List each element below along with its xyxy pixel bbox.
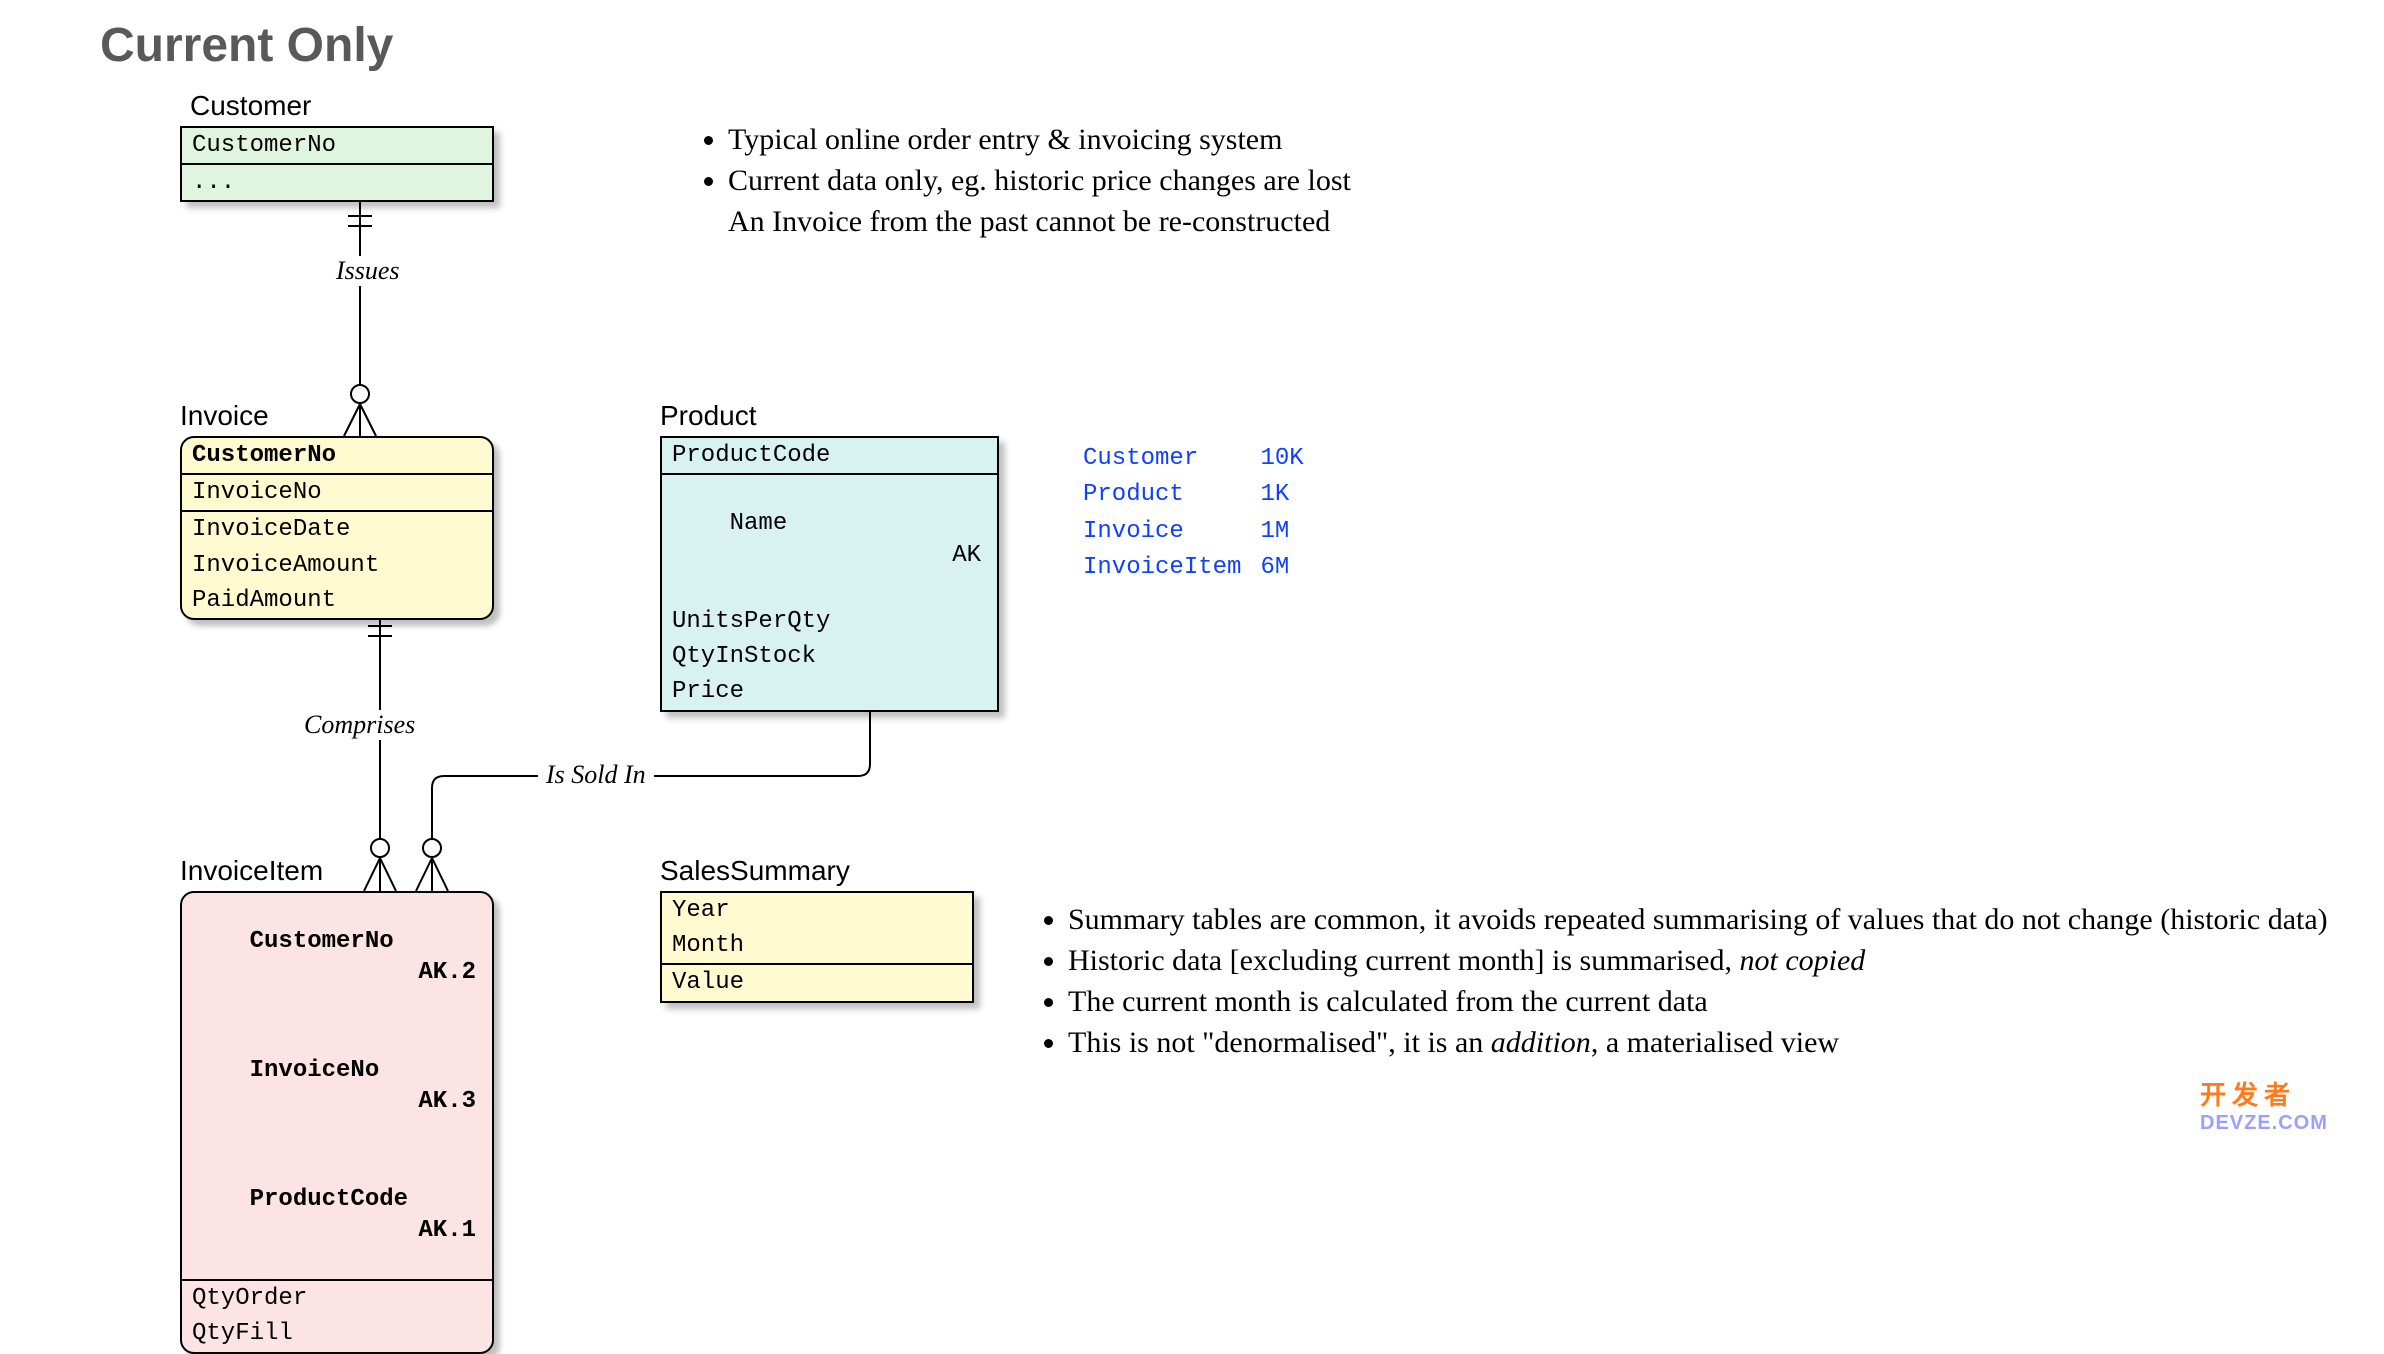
stats-row-2-name: Invoice <box>1082 515 1257 549</box>
stats-table: Customer 10K Product 1K Invoice 1M Invoi… <box>1080 440 1307 588</box>
bullets-top-0: Typical online order entry & invoicing s… <box>728 120 1778 159</box>
bullets-bottom-2: The current month is calculated from the… <box>1068 982 2384 1021</box>
stats-row-3-val: 6M <box>1259 551 1304 585</box>
stats-row-1: Product 1K <box>1082 478 1305 512</box>
stats-row-0: Customer 10K <box>1082 442 1305 476</box>
stats-row-1-val: 1K <box>1259 478 1304 512</box>
salessummary-row-2: Value <box>662 963 972 1000</box>
customer-row-1: ... <box>182 163 492 200</box>
invoice-row-3: InvoiceAmount <box>182 548 492 583</box>
invoiceitem-row-3: QtyOrder <box>182 1279 492 1316</box>
entity-salessummary: Year Month Value <box>660 891 974 1003</box>
entity-name-invoice: Invoice <box>180 400 269 432</box>
invoice-row-0: CustomerNo <box>182 438 492 473</box>
product-row-3: QtyInStock <box>662 639 997 674</box>
entity-name-product: Product <box>660 400 757 432</box>
product-row-4: Price <box>662 674 997 709</box>
invoice-row-1: InvoiceNo <box>182 473 492 510</box>
product-row-1-text: Name <box>730 510 788 537</box>
bullets-bottom-1: Historic data [excluding current month] … <box>1068 941 2384 980</box>
invoiceitem-row-1-ak: AK.3 <box>418 1086 482 1117</box>
bullets-top: Typical online order entry & invoicing s… <box>700 120 1778 243</box>
invoiceitem-row-2: ProductCode AK.1 <box>182 1151 492 1280</box>
entity-invoice: CustomerNo InvoiceNo InvoiceDate Invoice… <box>180 436 494 620</box>
bullets-top-2: An Invoice from the past cannot be re-co… <box>728 202 1778 241</box>
bullets-top-1: Current data only, eg. historic price ch… <box>728 161 1778 200</box>
stats-row-0-val: 10K <box>1259 442 1304 476</box>
invoiceitem-row-1: InvoiceNo AK.3 <box>182 1022 492 1151</box>
bullets-bottom-3: This is not "denormalised", it is an add… <box>1068 1023 2384 1062</box>
invoiceitem-row-2-text: ProductCode <box>250 1186 408 1213</box>
entity-name-salessummary: SalesSummary <box>660 855 850 887</box>
product-row-0: ProductCode <box>662 438 997 473</box>
rel-label-issues: Issues <box>330 256 406 286</box>
product-row-1: Name AK <box>662 473 997 604</box>
customer-row-0: CustomerNo <box>182 128 492 163</box>
entity-name-invoiceitem: InvoiceItem <box>180 855 323 887</box>
entity-invoiceitem: CustomerNo AK.2 InvoiceNo AK.3 ProductCo… <box>180 891 494 1354</box>
invoiceitem-row-4: QtyFill <box>182 1316 492 1351</box>
salessummary-row-1: Month <box>662 928 972 963</box>
watermark-en: DEVZE.COM <box>2200 1112 2328 1135</box>
entity-name-customer: Customer <box>190 90 311 122</box>
page-title: Current Only <box>100 18 393 73</box>
rel-label-soldin: Is Sold In <box>538 760 654 790</box>
stats-row-1-name: Product <box>1082 478 1257 512</box>
invoiceitem-row-2-ak: AK.1 <box>418 1215 482 1246</box>
stats-row-3: InvoiceItem 6M <box>1082 551 1305 585</box>
watermark: 开发者 DEVZE.COM <box>2200 1075 2328 1135</box>
invoiceitem-row-0-text: CustomerNo <box>250 928 394 955</box>
stats-row-2-val: 1M <box>1259 515 1304 549</box>
product-row-1-ak: AK <box>952 540 987 571</box>
invoice-row-4: PaidAmount <box>182 583 492 618</box>
invoiceitem-row-1-text: InvoiceNo <box>250 1057 380 1084</box>
stats-row-2: Invoice 1M <box>1082 515 1305 549</box>
entity-customer: CustomerNo ... <box>180 126 494 202</box>
product-row-2: UnitsPerQty <box>662 604 997 639</box>
bullets-bottom: Summary tables are common, it avoids rep… <box>1040 900 2384 1064</box>
invoice-row-2: InvoiceDate <box>182 510 492 547</box>
salessummary-row-0: Year <box>662 893 972 928</box>
stats-row-3-name: InvoiceItem <box>1082 551 1257 585</box>
entity-product: ProductCode Name AK UnitsPerQty QtyInSto… <box>660 436 999 712</box>
rel-label-comprises: Comprises <box>298 710 421 740</box>
watermark-cn: 开发者 <box>2200 1075 2328 1112</box>
bullets-bottom-0: Summary tables are common, it avoids rep… <box>1068 900 2384 939</box>
invoiceitem-row-0-ak: AK.2 <box>418 957 482 988</box>
invoiceitem-row-0: CustomerNo AK.2 <box>182 893 492 1022</box>
stats-row-0-name: Customer <box>1082 442 1257 476</box>
